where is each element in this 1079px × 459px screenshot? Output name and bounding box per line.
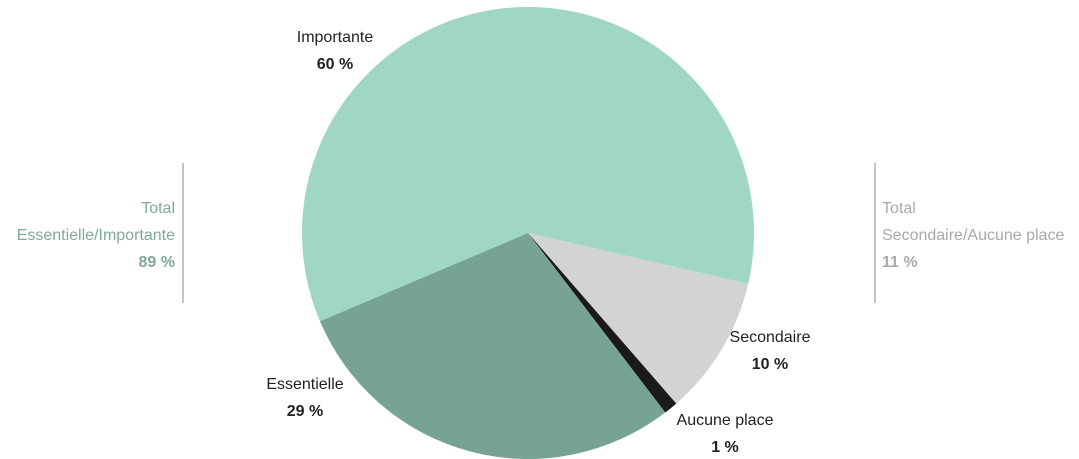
slice-value: 1 %	[711, 439, 739, 456]
slice-label: Importante	[297, 29, 374, 46]
pie-slice	[528, 233, 677, 413]
pie-slice	[302, 6, 755, 322]
annotation-text: Total	[882, 200, 916, 217]
annotation-value: 89 %	[139, 254, 175, 271]
slice-label: Secondaire	[730, 329, 811, 346]
slice-value: 29 %	[287, 403, 323, 420]
annotation-text: Total	[141, 200, 175, 217]
annotation-text: Essentielle/Importante	[17, 227, 175, 244]
pie-slice	[319, 233, 666, 459]
slice-value: 60 %	[317, 56, 353, 73]
pie-slice	[528, 233, 749, 404]
slice-label: Aucune place	[677, 412, 774, 429]
slice-label: Essentielle	[266, 376, 343, 393]
annotation-value: 11 %	[882, 254, 918, 271]
annotation-text: Secondaire/Aucune place	[882, 227, 1064, 244]
slice-value: 10 %	[752, 356, 788, 373]
